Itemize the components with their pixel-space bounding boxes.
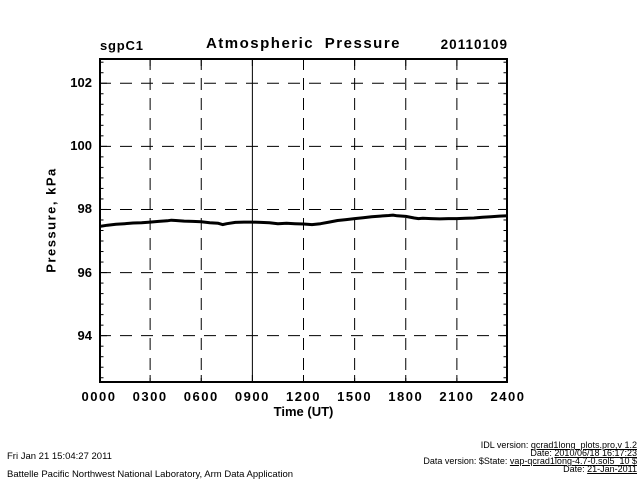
version-info-value: 2010/06/18 16:17:23 <box>554 448 637 458</box>
x-tick-label: 2400 <box>490 389 526 404</box>
version-info-label: Date: <box>530 448 555 458</box>
version-info-block: IDL version: qcrad1long_plots.pro,v 1.2 D… <box>423 440 637 474</box>
x-axis-title: Time (UT) <box>273 404 334 419</box>
version-info-line: Date: 2010/06/18 16:17:23 <box>423 448 637 458</box>
version-info-label: Date: <box>563 464 588 474</box>
y-tick-label: 102 <box>70 75 92 91</box>
x-tick-label: 0600 <box>183 389 219 404</box>
organization-label: Battelle Pacific Northwest National Labo… <box>7 469 294 480</box>
version-info-label: Data version: $State: <box>423 456 510 466</box>
pressure-series-line <box>99 213 508 228</box>
version-info-line: Date: 21-Jan-2011 <box>423 464 637 474</box>
plot-title: Atmospheric Pressure <box>205 35 402 52</box>
x-tick-label: 0900 <box>234 389 270 404</box>
y-axis-title: Pressure, kPa <box>43 167 59 273</box>
version-info-line: IDL version: qcrad1long_plots.pro,v 1.2 <box>423 440 637 450</box>
site-label: sgpC1 <box>100 38 144 53</box>
version-info-label: IDL version: <box>480 440 531 450</box>
version-info-line: Data version: $State: vap-qcrad1long-4.7… <box>423 456 637 466</box>
version-info-value: vap-qcrad1long-4.7-0.sol5_10 $ <box>509 456 637 466</box>
version-info-value: qcrad1long_plots.pro,v 1.2 <box>530 440 637 450</box>
x-tick-label: 1500 <box>337 389 373 404</box>
plot-date-label: 20110109 <box>440 37 508 52</box>
version-info-value: 21-Jan-2011 <box>587 464 637 474</box>
x-tick-label: 1800 <box>388 389 424 404</box>
plot-timestamp: Fri Jan 21 15:04:27 2011 <box>7 451 112 462</box>
plot-frame <box>99 58 508 383</box>
footer-left: Fri Jan 21 15:04:27 2011 Battelle Pacifi… <box>7 448 293 480</box>
y-tick-label: 96 <box>77 264 92 280</box>
y-tick-label: 100 <box>70 138 92 154</box>
x-tick-label: 2100 <box>439 389 475 404</box>
y-tick-label: 98 <box>77 201 92 217</box>
pressure-chart <box>99 58 508 383</box>
x-tick-label: 1200 <box>286 389 321 404</box>
x-tick-label: 0000 <box>81 389 117 404</box>
x-tick-label: 0300 <box>132 389 168 404</box>
y-tick-label: 94 <box>77 327 92 343</box>
